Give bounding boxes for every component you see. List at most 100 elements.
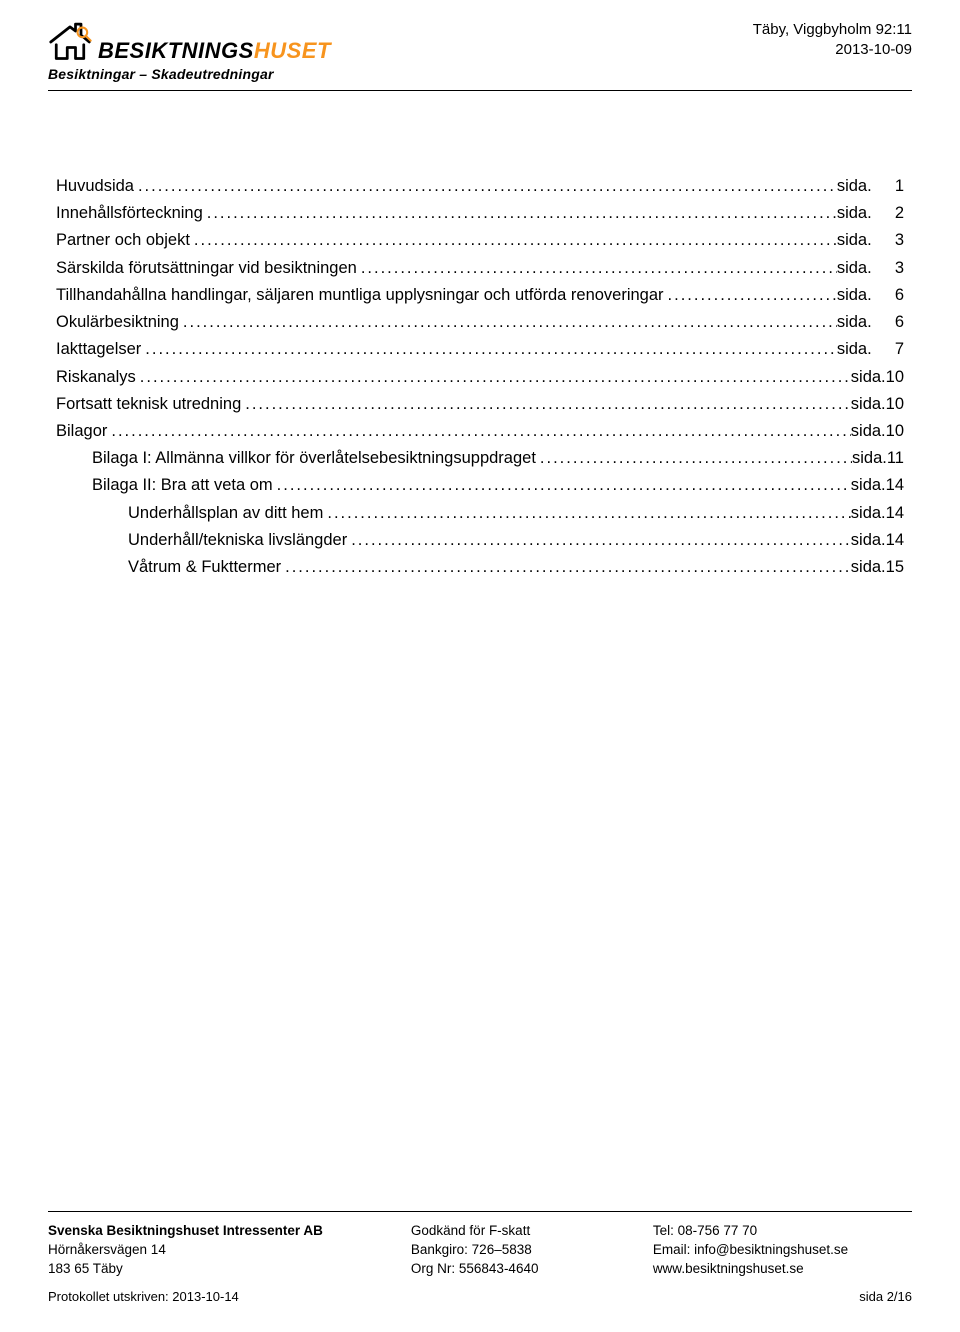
toc-entry: Fortsatt teknisk utredning sida. 10 xyxy=(56,391,904,418)
toc-entry-label: Tillhandahållna handlingar, säljaren mun… xyxy=(56,282,664,309)
toc-page-label: sida. xyxy=(837,173,895,200)
toc: Huvudsida sida. 1 Innehållsförteckning sida… xyxy=(48,173,912,581)
meta-date: 2013-10-09 xyxy=(753,40,912,60)
toc-leader xyxy=(136,364,851,391)
toc-entry-label: Underhåll/tekniska livslängder xyxy=(128,527,347,554)
toc-entry-label: Bilaga II: Bra att veta om xyxy=(92,472,273,499)
toc-entry-label: Bilaga I: Allmänna villkor för överlåtel… xyxy=(92,445,536,472)
toc-entry-page: sida. 14 xyxy=(851,500,904,527)
logo-text-pre: BESIKTNINGS xyxy=(98,38,254,63)
toc-leader xyxy=(323,500,850,527)
footer-orgnr: Org Nr: 556843-4640 xyxy=(411,1260,653,1279)
footer-rule xyxy=(48,1211,912,1212)
toc-entry-label: Huvudsida xyxy=(56,173,134,200)
toc-page-label: sida. xyxy=(837,200,895,227)
footer-tel: Tel: 08-756 77 70 xyxy=(653,1222,912,1241)
toc-leader xyxy=(179,309,837,336)
footer-bottom: Protokollet utskriven: 2013-10-14 sida 2… xyxy=(48,1289,912,1304)
logo-text: BESIKTNINGSHUSET xyxy=(98,38,331,64)
toc-entry-page: sida. 1 xyxy=(837,173,904,200)
toc-entry-label: Våtrum & Fukttermer xyxy=(128,554,281,581)
footer-company: Svenska Besiktningshuset Intressenter AB… xyxy=(48,1222,411,1279)
toc-entry-label: Iakttagelser xyxy=(56,336,141,363)
toc-page-number: 1 xyxy=(895,173,904,200)
toc-entry-page: sida. 14 xyxy=(851,472,904,499)
toc-leader xyxy=(536,445,852,472)
toc-page-label: sida. xyxy=(837,282,895,309)
toc-page-number: 2 xyxy=(895,200,904,227)
toc-leader xyxy=(664,282,837,309)
toc-entry: Underhåll/tekniska livslängder sida. 14 xyxy=(56,527,904,554)
logo-block: BESIKTNINGSHUSET Besiktningar – Skadeutr… xyxy=(48,20,331,82)
toc-leader xyxy=(357,255,837,282)
toc-entry: Bilaga II: Bra att veta om sida. 14 xyxy=(56,472,904,499)
footer-address-2: 183 65 Täby xyxy=(48,1260,411,1279)
footer-fskatt: Godkänd för F-skatt xyxy=(411,1222,653,1241)
toc-leader xyxy=(190,227,837,254)
toc-entry: Okulärbesiktningsida. 6 xyxy=(56,309,904,336)
footer-company-name: Svenska Besiktningshuset Intressenter AB xyxy=(48,1222,411,1241)
logo: BESIKTNINGSHUSET xyxy=(48,20,331,64)
toc-entry-page: sida. 15 xyxy=(851,554,904,581)
toc-entry: Innehållsförteckning sida. 2 xyxy=(56,200,904,227)
toc-page-label: sida. xyxy=(837,255,895,282)
footer-contact: Tel: 08-756 77 70 Email: info@besiktning… xyxy=(653,1222,912,1279)
footer-columns: Svenska Besiktningshuset Intressenter AB… xyxy=(48,1222,912,1279)
toc-entry: Iakttagelser sida. 7 xyxy=(56,336,904,363)
toc-entry-label: Fortsatt teknisk utredning xyxy=(56,391,241,418)
toc-page-number: 15 xyxy=(886,554,904,581)
toc-entry-page: sida. 7 xyxy=(837,336,904,363)
toc-leader xyxy=(273,472,851,499)
toc-page-label: sida. xyxy=(851,472,886,499)
toc-page-number: 14 xyxy=(886,527,904,554)
toc-page-label: sida. xyxy=(851,527,886,554)
house-logo-icon xyxy=(48,20,92,64)
toc-entry-page: sida. 10 xyxy=(851,418,904,445)
toc-entry-label: Underhållsplan av ditt hem xyxy=(128,500,323,527)
toc-page-label: sida. xyxy=(851,364,886,391)
toc-page-label: sida. xyxy=(851,391,886,418)
toc-page-label: sida. xyxy=(837,309,895,336)
toc-entry-label: Okulärbesiktning xyxy=(56,309,179,336)
toc-leader xyxy=(241,391,851,418)
toc-page-number: 6 xyxy=(895,282,904,309)
toc-leader xyxy=(203,200,837,227)
toc-entry: Bilaga I: Allmänna villkor för överlåtel… xyxy=(56,445,904,472)
toc-page-number: 10 xyxy=(886,364,904,391)
toc-page-number: 3 xyxy=(895,255,904,282)
footer-web: www.besiktningshuset.se xyxy=(653,1260,912,1279)
footer-address-1: Hörnåkersvägen 14 xyxy=(48,1241,411,1260)
toc-entry: Bilagor sida. 10 xyxy=(56,418,904,445)
toc-entry: Särskilda förutsättningar vid besiktning… xyxy=(56,255,904,282)
footer-registration: Godkänd för F-skatt Bankgiro: 726–5838 O… xyxy=(411,1222,653,1279)
toc-page-number: 7 xyxy=(895,336,904,363)
toc-entry-page: sida. 10 xyxy=(851,364,904,391)
toc-leader xyxy=(281,554,851,581)
header-rule xyxy=(48,90,912,91)
toc-page-label: sida. xyxy=(837,227,895,254)
toc-page-number: 14 xyxy=(886,472,904,499)
toc-entry-label: Bilagor xyxy=(56,418,107,445)
toc-entry-page: sida. 3 xyxy=(837,255,904,282)
meta-location: Täby, Viggbyholm 92:11 xyxy=(753,20,912,40)
toc-page-number: 11 xyxy=(887,445,904,472)
toc-page-label: sida. xyxy=(851,500,886,527)
toc-entry-label: Riskanalys xyxy=(56,364,136,391)
toc-entry: Våtrum & Fukttermer sida. 15 xyxy=(56,554,904,581)
toc-entry: Riskanalys sida. 10 xyxy=(56,364,904,391)
toc-entry-page: sida. 3 xyxy=(837,227,904,254)
toc-page-number: 10 xyxy=(886,391,904,418)
toc-leader xyxy=(107,418,850,445)
footer-email: Email: info@besiktningshuset.se xyxy=(653,1241,912,1260)
logo-tagline: Besiktningar – Skadeutredningar xyxy=(48,66,331,82)
toc-entry-label: Innehållsförteckning xyxy=(56,200,203,227)
toc-leader xyxy=(347,527,851,554)
toc-entry-page: sida. 10 xyxy=(851,391,904,418)
logo-text-accent: HUSET xyxy=(254,38,331,63)
document-meta: Täby, Viggbyholm 92:11 2013-10-09 xyxy=(753,20,912,61)
toc-entry-page: sida. 11 xyxy=(852,445,904,472)
toc-page-label: sida. xyxy=(851,554,886,581)
toc-entry-label: Partner och objekt xyxy=(56,227,190,254)
toc-page-label: sida. xyxy=(837,336,895,363)
toc-entry-page: sida. 2 xyxy=(837,200,904,227)
